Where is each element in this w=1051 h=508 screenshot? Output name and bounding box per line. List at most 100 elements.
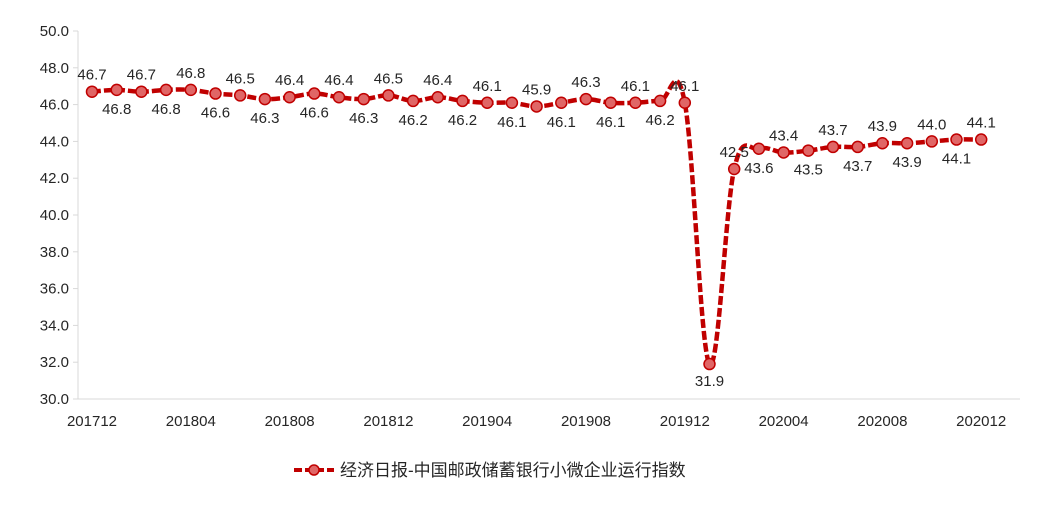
x-tick-label: 202012 bbox=[956, 413, 1006, 430]
data-label: 46.1 bbox=[473, 78, 502, 95]
data-label: 46.1 bbox=[547, 114, 576, 131]
data-label: 46.2 bbox=[398, 112, 427, 129]
data-point bbox=[555, 96, 568, 110]
data-label: 43.7 bbox=[818, 122, 847, 139]
y-tick-label: 48.0 bbox=[40, 60, 69, 77]
data-point bbox=[159, 83, 173, 97]
data-label: 46.2 bbox=[448, 112, 477, 129]
data-point bbox=[777, 146, 790, 159]
data-point bbox=[851, 140, 864, 154]
data-point bbox=[826, 140, 840, 154]
y-tick-label: 30.0 bbox=[40, 391, 69, 408]
data-point bbox=[283, 90, 296, 104]
y-tick-label: 42.0 bbox=[40, 170, 69, 187]
y-tick-label: 34.0 bbox=[40, 317, 69, 334]
y-tick-label: 32.0 bbox=[40, 354, 69, 371]
y-tick-label: 38.0 bbox=[40, 244, 69, 261]
data-point bbox=[950, 133, 963, 146]
data-label: 46.2 bbox=[645, 112, 674, 129]
data-label: 46.7 bbox=[127, 67, 156, 84]
data-label: 43.5 bbox=[794, 162, 823, 179]
data-point bbox=[110, 83, 123, 97]
data-point bbox=[505, 96, 519, 110]
data-point bbox=[530, 100, 543, 113]
data-label: 44.1 bbox=[967, 115, 996, 132]
data-label: 44.1 bbox=[942, 151, 971, 168]
data-point bbox=[629, 96, 642, 110]
data-point bbox=[135, 85, 148, 98]
data-label: 46.4 bbox=[275, 72, 304, 89]
data-point bbox=[332, 90, 346, 104]
y-tick-label: 46.0 bbox=[40, 97, 69, 114]
data-label: 43.9 bbox=[892, 154, 921, 171]
data-label: 46.4 bbox=[423, 72, 452, 89]
x-tick-label: 202004 bbox=[759, 413, 809, 430]
x-tick-label: 201712 bbox=[67, 413, 117, 430]
data-point bbox=[579, 92, 593, 106]
data-label: 46.6 bbox=[300, 105, 329, 122]
data-point bbox=[480, 96, 494, 110]
data-label: 46.1 bbox=[621, 78, 650, 95]
series-line-group bbox=[91, 79, 982, 367]
x-tick-label: 201812 bbox=[363, 413, 413, 430]
x-tick-label: 202008 bbox=[857, 413, 907, 430]
data-label: 43.7 bbox=[843, 158, 872, 175]
data-label: 43.6 bbox=[744, 160, 773, 177]
data-point bbox=[703, 357, 716, 371]
data-label: 46.4 bbox=[324, 72, 353, 89]
data-point bbox=[678, 96, 692, 110]
axes bbox=[73, 30, 1020, 400]
data-point bbox=[431, 90, 445, 104]
data-label: 42.5 bbox=[720, 144, 749, 161]
data-point bbox=[308, 87, 321, 100]
data-point bbox=[876, 136, 889, 150]
data-label: 46.3 bbox=[250, 110, 279, 127]
data-label: 46.8 bbox=[176, 65, 205, 82]
data-label: 45.9 bbox=[522, 81, 551, 98]
x-tick-label: 201908 bbox=[561, 413, 611, 430]
data-label: 46.8 bbox=[151, 101, 180, 118]
data-point bbox=[406, 94, 420, 108]
data-point bbox=[85, 85, 99, 98]
data-point bbox=[802, 144, 815, 157]
data-label: 46.8 bbox=[102, 101, 131, 118]
data-label: 46.5 bbox=[226, 70, 255, 87]
data-label: 46.1 bbox=[670, 78, 699, 95]
data-point bbox=[357, 92, 370, 106]
legend-label: 经济日报-中国邮政储蓄银行小微企业运行指数 bbox=[340, 461, 686, 480]
y-tick-label: 36.0 bbox=[40, 281, 69, 298]
x-tick-label: 201804 bbox=[166, 413, 216, 430]
data-label: 31.9 bbox=[695, 373, 724, 390]
data-point bbox=[925, 135, 939, 148]
data-label: 46.7 bbox=[77, 67, 106, 84]
data-label: 46.3 bbox=[349, 110, 378, 127]
x-tick-label: 201912 bbox=[660, 413, 710, 430]
y-tick-label: 50.0 bbox=[40, 23, 69, 40]
x-tick-label: 201904 bbox=[462, 413, 512, 430]
series-line bbox=[91, 79, 982, 367]
data-point bbox=[456, 94, 469, 108]
data-labels: 46.7 46.8 46.7 46.8 46.8 46.6 46.5 46.3 46.4 46.6… bbox=[77, 65, 995, 390]
data-point bbox=[727, 162, 741, 176]
data-label: 44.0 bbox=[917, 116, 946, 133]
data-points bbox=[85, 83, 988, 371]
data-label: 46.5 bbox=[374, 70, 403, 87]
data-label: 46.1 bbox=[596, 114, 625, 131]
data-label: 43.4 bbox=[769, 127, 798, 144]
data-label: 46.6 bbox=[201, 105, 230, 122]
legend-point-marker bbox=[308, 464, 320, 476]
data-point bbox=[233, 89, 247, 102]
legend: 经济日报-中国邮政储蓄银行小微企业运行指数 bbox=[294, 461, 686, 480]
data-point bbox=[604, 96, 617, 110]
x-tick-label: 201808 bbox=[265, 413, 315, 430]
data-point bbox=[209, 87, 222, 100]
data-point bbox=[752, 142, 766, 156]
data-label: 46.3 bbox=[571, 74, 600, 91]
y-tick-label: 40.0 bbox=[40, 207, 69, 224]
data-label: 43.9 bbox=[868, 118, 897, 135]
tick-labels: 30.0 32.0 34.0 36.0 38.0 40.0 42.0 44.0 46.0 48.0… bbox=[40, 23, 1006, 430]
data-point bbox=[974, 133, 988, 146]
data-point bbox=[653, 94, 667, 108]
